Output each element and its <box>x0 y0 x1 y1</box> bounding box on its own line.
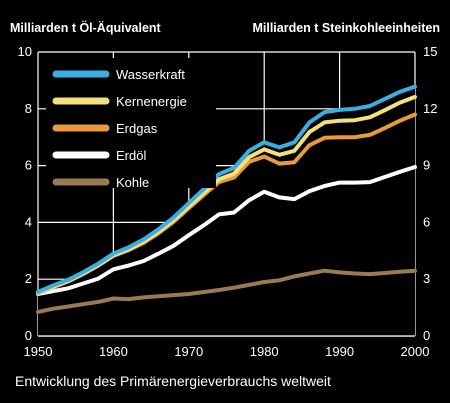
y-right-tick-0: 0 <box>423 328 430 343</box>
y-left-tick-0: 0 <box>25 328 32 343</box>
legend-label-erdöl: Erdöl <box>116 148 146 163</box>
series-line-kohle <box>36 268 417 314</box>
chart-caption: Entwicklung des Primärenergieverbrauchs … <box>15 373 331 389</box>
area-kernenergie <box>38 96 415 294</box>
area-wasserkraft <box>38 86 415 293</box>
y-left-tick-8: 8 <box>25 101 32 116</box>
legend-label-kohle: Kohle <box>116 175 149 190</box>
series-lines <box>36 84 417 314</box>
y-left-tick-2: 2 <box>25 271 32 286</box>
x-tick-2000: 2000 <box>401 344 430 359</box>
legend-box <box>46 58 216 188</box>
y-right-tick-6: 6 <box>423 214 430 229</box>
y-left-tick-4: 4 <box>25 214 32 229</box>
x-tick-1980: 1980 <box>250 344 279 359</box>
y-right-tick-15: 15 <box>423 44 437 59</box>
legend-label-erdgas: Erdgas <box>116 121 158 136</box>
x-tick-1950: 1950 <box>24 344 53 359</box>
x-tick-1960: 1960 <box>99 344 128 359</box>
y-left-tick-6: 6 <box>25 158 32 173</box>
legend: Wasserkraft Kernenergie Erdgas Erdöl Kohle <box>52 67 187 190</box>
right-y-axis-label: Milliarden t Steinkohleeinheiten <box>252 21 440 35</box>
area-erdöl <box>38 167 415 312</box>
right-y-tick-labels: 0 3 6 9 12 15 <box>423 44 437 343</box>
y-left-tick-10: 10 <box>18 44 32 59</box>
left-y-tick-labels: 0 2 4 6 8 10 <box>18 44 32 343</box>
legend-label-kernenergie: Kernenergie <box>116 94 187 109</box>
left-y-axis-label: Milliarden t Öl-Äquivalent <box>10 20 162 35</box>
x-tick-1990: 1990 <box>325 344 354 359</box>
y-right-tick-9: 9 <box>423 158 430 173</box>
y-right-tick-12: 12 <box>423 101 437 116</box>
legend-label-wasserkraft: Wasserkraft <box>116 67 185 82</box>
area-kohle <box>38 270 415 336</box>
x-tick-1970: 1970 <box>174 344 203 359</box>
x-tick-labels: 1950 1960 1970 1980 1990 2000 <box>24 344 430 359</box>
y-right-tick-3: 3 <box>423 271 430 286</box>
series-line-wasserkraft <box>36 84 417 294</box>
series-line-erdöl <box>36 165 417 296</box>
